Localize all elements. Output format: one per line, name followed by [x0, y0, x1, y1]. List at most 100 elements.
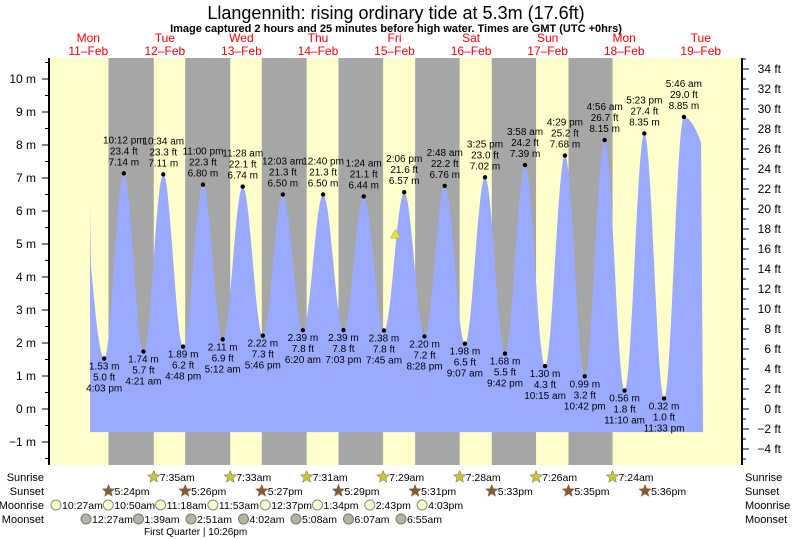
low-tide-point	[462, 341, 468, 346]
moonset-icon	[238, 513, 249, 525]
high-tide-label: 10:34 am	[142, 136, 184, 147]
low-tide-point	[260, 333, 265, 338]
high-tide-point	[200, 182, 206, 187]
moonset-icon	[290, 513, 302, 525]
sunset-row-label: Sunset	[10, 486, 44, 498]
moonrise-time: 10:27am	[62, 500, 103, 512]
low-tide-label: 1.98 m	[450, 347, 481, 358]
low-tide-label: 1.89 m	[168, 350, 199, 361]
sunset-icon	[561, 483, 576, 497]
sunrise-icon	[223, 469, 238, 483]
high-tide-label: 22.2 ft	[431, 159, 459, 170]
sunrise-icon	[299, 469, 314, 483]
high-tide-point	[602, 137, 607, 143]
right-tick-label: 6 ft	[764, 342, 781, 356]
low-tide-label: 2.38 m	[369, 333, 400, 344]
sunset-time: 5:33pm	[498, 486, 533, 498]
high-tide-point	[442, 183, 447, 189]
moonset-icon	[343, 513, 354, 525]
right-tick-label: 12 ft	[758, 282, 782, 296]
left-tick-label: 10 m	[9, 72, 36, 86]
high-tide-label: 3:25 pm	[467, 139, 503, 150]
low-tide-label: 7.8 ft	[292, 344, 314, 355]
current-level-marker	[390, 228, 401, 239]
high-tide-label: 6.76 m	[429, 170, 460, 181]
low-tide-label: 4:21 am	[125, 377, 161, 388]
low-tide-label: 7.3 ft	[252, 350, 274, 361]
sunrise-row-label: Sunrise	[7, 472, 44, 484]
right-tick-label: 20 ft	[758, 202, 782, 216]
moonset-time: 12:27am	[92, 514, 133, 526]
low-tide-label: 2.20 m	[409, 339, 440, 350]
high-tide-label: 6.50 m	[308, 179, 339, 190]
low-tide-point	[542, 363, 548, 369]
sunrise-icon	[146, 469, 161, 483]
right-tick-label: 22 ft	[758, 182, 782, 196]
moonset-row-label-right: Moonset	[745, 514, 787, 526]
sunrise-time: 7:26am	[542, 472, 577, 484]
high-tide-label: 23.0 ft	[471, 150, 499, 161]
day-label-dow: Tue	[691, 31, 712, 45]
high-tide-point	[361, 194, 366, 199]
sunrise-time: 7:33am	[236, 472, 271, 484]
high-tide-point	[482, 175, 488, 180]
low-tide-point	[502, 351, 508, 356]
sunrise-time: 7:31am	[313, 472, 348, 484]
day-label-dow: Tue	[155, 31, 176, 45]
sunset-icon	[331, 483, 346, 497]
low-tide-point	[220, 337, 225, 342]
sunset-time: 5:35pm	[574, 486, 609, 498]
low-tide-label: 6.2 ft	[172, 361, 194, 372]
high-tide-label: 7.14 m	[109, 157, 140, 168]
moonrise-time: 2:43pm	[376, 500, 411, 512]
sunrise-icon	[529, 469, 543, 483]
low-tide-label: 1.30 m	[530, 369, 561, 380]
low-tide-label: 7.2 ft	[413, 350, 435, 361]
moonrise-row-label-right: Moonrise	[745, 500, 790, 512]
moonrise-icon	[207, 499, 219, 511]
day-label-dow: Sun	[537, 31, 558, 45]
low-tide-label: 5:46 pm	[245, 361, 281, 372]
moon-phase-label: First Quarter | 10:26pm	[144, 527, 247, 538]
right-tick-label: 0 ft	[764, 402, 781, 416]
moonset-time: 1:39am	[145, 514, 180, 526]
day-label-date: 19–Feb	[680, 44, 721, 58]
low-tide-label: 5.0 ft	[93, 373, 115, 384]
low-tide-point	[141, 349, 146, 354]
high-tide-label: 6.50 m	[268, 179, 299, 190]
high-tide-label: 21.1 ft	[350, 169, 378, 180]
high-tide-label: 4:56 am	[587, 102, 623, 113]
low-tide-label: 9:07 am	[447, 369, 483, 380]
sunrise-time: 7:29am	[389, 472, 424, 484]
low-tide-point	[422, 334, 427, 339]
left-tick-label: −1 m	[9, 435, 36, 449]
sunset-time: 5:26pm	[191, 486, 226, 498]
moonrise-time: 11:53am	[219, 500, 259, 512]
low-tide-point	[582, 374, 587, 379]
high-tide-label: 22.3 ft	[189, 158, 217, 169]
moonrise-time: 12:37pm	[271, 500, 312, 512]
left-tick-label: 2 m	[16, 336, 36, 350]
day-label-date: 13–Feb	[221, 44, 262, 58]
high-tide-label: 5:23 pm	[626, 95, 662, 106]
high-tide-point	[280, 192, 286, 197]
low-tide-label: 7:03 pm	[325, 355, 361, 366]
day-label-dow: Mon	[613, 31, 636, 45]
low-tide-label: 2.22 m	[248, 339, 279, 350]
low-tide-label: 5:12 am	[205, 364, 241, 375]
right-tick-label: 8 ft	[764, 322, 781, 336]
high-tide-label: 24.2 ft	[511, 138, 539, 149]
right-tick-label: 32 ft	[758, 82, 782, 96]
left-tick-label: 9 m	[16, 105, 36, 119]
moonset-icon	[185, 513, 197, 525]
right-tick-label: 2 ft	[764, 382, 781, 396]
tide-area	[90, 116, 703, 433]
high-tide-label: 6.74 m	[227, 171, 258, 182]
sunset-time: 5:27pm	[268, 486, 303, 498]
low-tide-label: 2.11 m	[208, 342, 238, 353]
high-tide-label: 12:03 am	[262, 157, 304, 168]
right-tick-label: 26 ft	[758, 142, 782, 156]
low-tide-point	[101, 356, 107, 361]
moonrise-time: 1:34pm	[324, 500, 359, 512]
